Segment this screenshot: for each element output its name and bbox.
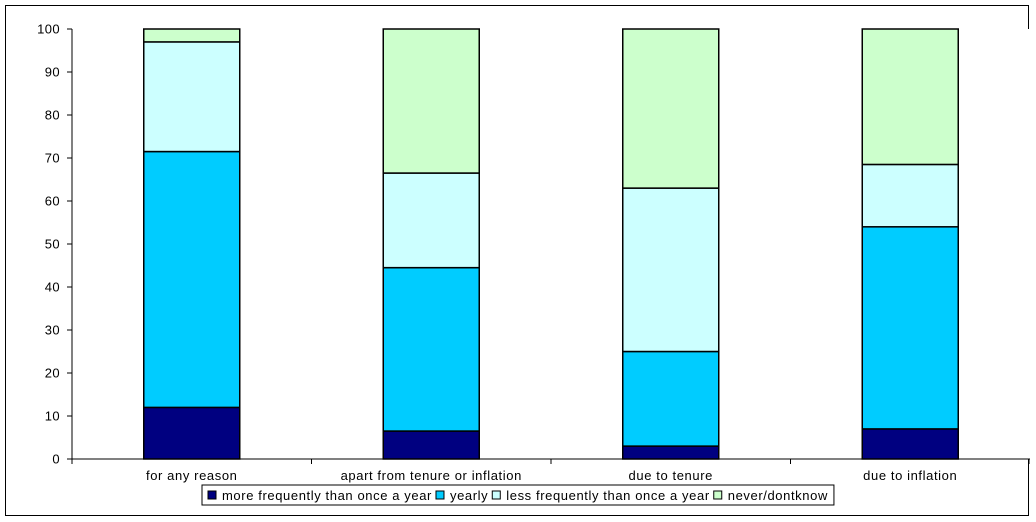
- y-tick-label: 20: [45, 366, 60, 381]
- bar-segment: [622, 28, 720, 189]
- bar-segment: [861, 226, 959, 430]
- y-tick-label: 0: [52, 452, 60, 467]
- legend-swatch: [713, 490, 723, 500]
- bar-segment: [622, 187, 720, 353]
- bar-segment: [143, 28, 241, 43]
- bar-segment: [143, 150, 241, 409]
- legend: more frequently than once a year yearly le…: [201, 484, 835, 506]
- bar-segment: [382, 172, 480, 269]
- bar-segment: [622, 445, 720, 460]
- bar-segment: [861, 428, 959, 460]
- legend-label: yearly: [450, 488, 488, 503]
- bar-segment: [861, 163, 959, 228]
- bar-segment: [622, 350, 720, 447]
- y-tick-label: 40: [45, 280, 60, 295]
- x-axis: for any reason apart from tenure or infla…: [71, 458, 1030, 483]
- bar-segment: [143, 41, 241, 153]
- category-label: for any reason: [146, 468, 238, 483]
- legend-box: [201, 484, 835, 506]
- stacked-bar-chart: 0 10 20 30 40 50 60 70 80 90 100 for any reason apa…: [37, 22, 1030, 506]
- legend-swatch: [207, 490, 217, 500]
- y-tick-label: 80: [45, 108, 60, 123]
- category-label: due to inflation: [863, 468, 957, 483]
- legend-label: never/dontknow: [728, 488, 828, 503]
- legend-swatch: [435, 490, 445, 500]
- legend-label: more frequently than once a year: [222, 488, 432, 503]
- y-axis: 0 10 20 30 40 50 60 70 80 90 100: [37, 22, 73, 467]
- bar-segment: [382, 266, 480, 432]
- y-tick-label: 70: [45, 151, 60, 166]
- y-tick-label: 100: [37, 22, 60, 37]
- bars: [143, 28, 959, 460]
- category-label: apart from tenure or inflation: [341, 468, 522, 483]
- chart-frame: 0 10 20 30 40 50 60 70 80 90 100 for any reason apa…: [5, 5, 1030, 516]
- legend-swatch: [491, 490, 501, 500]
- y-tick-label: 90: [45, 65, 60, 80]
- bar-segment: [382, 430, 480, 460]
- legend-label: less frequently than once a year: [506, 488, 710, 503]
- bar-segment: [382, 28, 480, 174]
- y-tick-label: 60: [45, 194, 60, 209]
- bar-segment: [861, 28, 959, 166]
- y-tick-label: 50: [45, 237, 60, 252]
- category-label: due to tenure: [629, 468, 713, 483]
- y-tick-label: 30: [45, 323, 60, 338]
- bar-segment: [143, 406, 241, 460]
- y-tick-label: 10: [45, 409, 60, 424]
